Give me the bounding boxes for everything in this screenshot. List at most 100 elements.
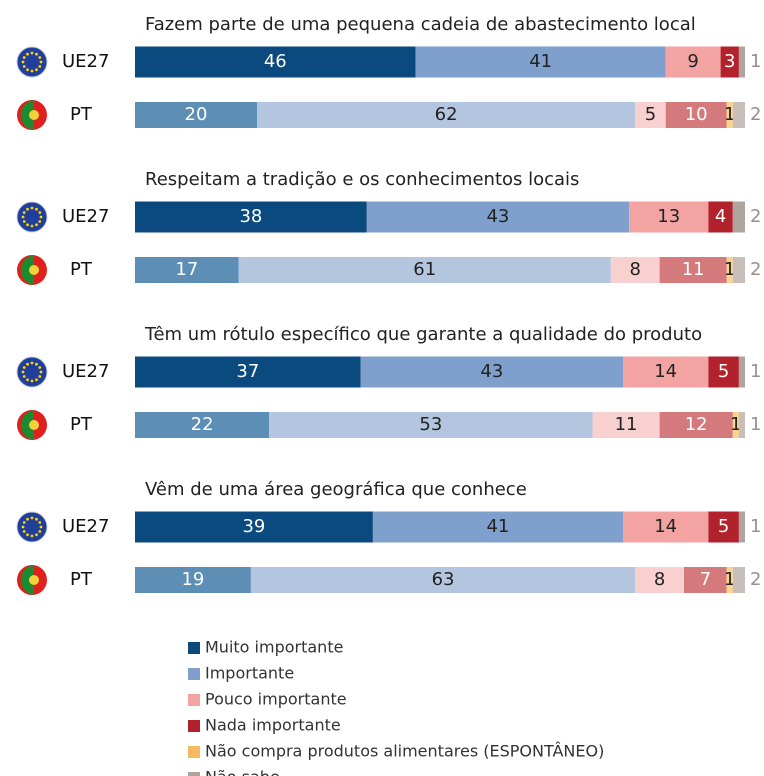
pt-flag-emblem <box>29 420 39 430</box>
legend-swatch <box>188 694 200 706</box>
eu-star <box>30 224 34 228</box>
bar-segment <box>665 46 721 78</box>
eu-star <box>35 362 38 366</box>
eu-star <box>22 521 26 524</box>
value-label: 37 <box>236 361 259 382</box>
bar-segment <box>738 46 745 78</box>
eu-star <box>26 52 29 56</box>
legend-label: Muito importante <box>205 638 343 657</box>
pt-flag-emblem <box>29 575 39 585</box>
eu-star <box>21 370 25 374</box>
row-label: UE27 <box>62 516 109 537</box>
value-label: 1 <box>724 569 735 590</box>
value-label: 2 <box>750 259 761 280</box>
eu-star <box>30 361 34 365</box>
eu-star <box>38 521 42 524</box>
value-label: 1 <box>750 361 761 382</box>
eu-star <box>30 379 34 383</box>
bar-segment <box>726 257 733 283</box>
pt-flag-green <box>20 565 34 595</box>
bar-segment <box>135 567 251 593</box>
value-label: 20 <box>185 104 208 125</box>
eu-star <box>35 517 38 521</box>
eu-star <box>22 220 26 223</box>
pt-flag-green <box>20 100 34 130</box>
bar-segment <box>732 201 745 233</box>
bar-segment <box>629 201 709 233</box>
legend-swatch <box>188 668 200 680</box>
eu-star <box>22 211 26 214</box>
value-label: 5 <box>718 361 729 382</box>
value-label: 2 <box>750 569 761 590</box>
bar-segment <box>659 412 733 438</box>
bar-segment <box>720 46 739 78</box>
bar-segment <box>708 356 739 388</box>
eu-star <box>38 530 42 533</box>
eu-star <box>22 530 26 533</box>
bar-segment <box>366 201 630 233</box>
value-label: 1 <box>750 51 761 72</box>
bar-segment <box>269 412 593 438</box>
eu-star <box>38 366 42 369</box>
legend-label: Importante <box>205 664 294 683</box>
eu-star <box>30 516 34 520</box>
eu-flag <box>16 46 48 78</box>
pt-flag-emblem <box>29 110 39 120</box>
value-label: 9 <box>687 51 698 72</box>
value-label: 39 <box>242 516 265 537</box>
eu-star <box>30 534 34 538</box>
bar-segment <box>708 201 733 233</box>
value-label: 1 <box>724 104 735 125</box>
bar-segment <box>659 257 727 283</box>
value-label: 46 <box>264 51 287 72</box>
bar-segment <box>623 356 709 388</box>
eu-flag <box>16 356 48 388</box>
eu-star <box>26 207 29 211</box>
eu-star <box>39 215 43 219</box>
eu-star <box>26 517 29 521</box>
value-label: 11 <box>615 414 638 435</box>
value-label: 14 <box>654 361 677 382</box>
bar-segment <box>738 356 745 388</box>
value-label: 61 <box>413 259 436 280</box>
eu-star <box>26 378 29 382</box>
value-label: 17 <box>175 259 198 280</box>
group-title: Têm um rótulo específico que garante a q… <box>144 324 702 345</box>
value-label: 12 <box>685 414 708 435</box>
bar-segment <box>135 511 373 543</box>
eu-star <box>35 52 38 56</box>
group-title: Fazem parte de uma pequena cadeia de aba… <box>145 14 696 35</box>
value-label: 1 <box>750 516 761 537</box>
bar-segment <box>610 257 660 283</box>
bar-segment <box>623 511 709 543</box>
value-label: 43 <box>486 206 509 227</box>
value-label: 2 <box>750 104 761 125</box>
bar-segment <box>684 567 727 593</box>
value-label: 2 <box>750 206 761 227</box>
value-label: 1 <box>750 414 761 435</box>
row-label: PT <box>70 414 93 435</box>
legend-swatch <box>188 746 200 758</box>
bar-segment <box>732 567 745 593</box>
value-label: 8 <box>629 259 640 280</box>
bar-segment <box>708 511 739 543</box>
legend-swatch <box>188 642 200 654</box>
eu-star <box>30 51 34 55</box>
bar-segment <box>372 511 623 543</box>
value-label: 63 <box>432 569 455 590</box>
legend-label: Não compra produtos alimentares (ESPONTÂ… <box>205 742 604 761</box>
eu-star <box>30 206 34 210</box>
bar-segment <box>250 567 636 593</box>
eu-star <box>35 68 38 72</box>
legend-label: Não sabe <box>205 768 280 776</box>
pt-flag-green <box>20 255 34 285</box>
value-label: 5 <box>718 516 729 537</box>
eu-star <box>21 525 25 529</box>
eu-star <box>38 56 42 59</box>
value-label: 5 <box>645 104 656 125</box>
eu-star <box>21 60 25 64</box>
value-label: 10 <box>685 104 708 125</box>
value-label: 1 <box>724 259 735 280</box>
legend-label: Nada importante <box>205 716 341 735</box>
